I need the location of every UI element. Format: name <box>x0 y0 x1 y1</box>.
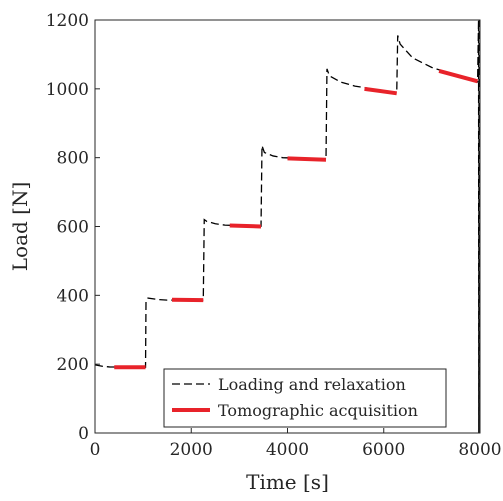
series-segment-tomographic-acquisition <box>364 86 398 96</box>
y-tick-label: 600 <box>57 218 89 238</box>
x-tick-label: 0 <box>90 440 101 460</box>
y-tick-label: 200 <box>57 355 89 375</box>
y-tick-label: 1200 <box>46 11 89 31</box>
legend-label-tomographic-acquisition: Tomographic acquisition <box>218 401 418 420</box>
x-tick-label: 6000 <box>362 440 405 460</box>
plot-area <box>95 20 480 433</box>
x-tick-label: 8000 <box>458 440 501 460</box>
y-axis-title: Load [N] <box>8 182 32 272</box>
legend-box <box>163 368 447 428</box>
y-tick-label: 800 <box>57 149 89 169</box>
series-segment-tomographic-acquisition <box>229 223 262 229</box>
x-tick-label: 4000 <box>266 440 309 460</box>
series-line-loading-and-relaxation <box>95 20 480 433</box>
y-tick-label: 1000 <box>46 80 89 100</box>
series-segment-tomographic-acquisition <box>287 156 327 162</box>
y-tick-label: 0 <box>78 424 89 444</box>
x-tick-label: 2000 <box>170 440 213 460</box>
series-segment-tomographic-acquisition <box>438 69 479 84</box>
legend: Loading and relaxation Tomographic acqui… <box>163 368 447 428</box>
y-tick-label: 400 <box>57 286 89 306</box>
legend-label-loading-and-relaxation: Loading and relaxation <box>218 375 406 394</box>
x-axis-title: Time [s] <box>246 470 329 494</box>
